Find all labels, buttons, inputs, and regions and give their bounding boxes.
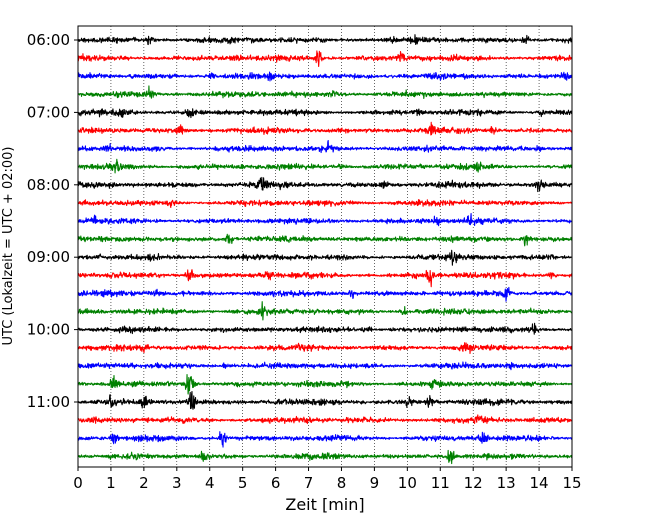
trace-1030 bbox=[77, 361, 573, 371]
trace-0730 bbox=[77, 140, 573, 154]
trace-0830 bbox=[77, 213, 573, 227]
trace-0845 bbox=[77, 233, 573, 247]
trace-0800 bbox=[77, 176, 573, 193]
x-tick-label: 10 bbox=[398, 474, 417, 492]
y-tick-label: 08:00 bbox=[27, 176, 70, 194]
trace-1100 bbox=[77, 391, 573, 410]
traces bbox=[77, 34, 573, 465]
x-tick-label: 4 bbox=[205, 474, 215, 492]
trace-0645 bbox=[77, 85, 573, 99]
trace-0900 bbox=[77, 249, 573, 266]
x-tick-label: 1 bbox=[106, 474, 116, 492]
x-tick-label: 6 bbox=[271, 474, 281, 492]
trace-0700 bbox=[77, 108, 573, 119]
x-tick-label: 3 bbox=[172, 474, 182, 492]
x-tick-label: 7 bbox=[304, 474, 314, 492]
x-tick-label: 11 bbox=[431, 474, 450, 492]
y-tick-label: 07:00 bbox=[27, 103, 70, 121]
trace-1115 bbox=[77, 414, 573, 425]
x-tick-label: 15 bbox=[562, 474, 581, 492]
y-tick-label: 09:00 bbox=[27, 248, 70, 266]
x-tick-label: 14 bbox=[530, 474, 549, 492]
trace-0815 bbox=[77, 199, 573, 209]
trace-1145 bbox=[77, 449, 573, 465]
x-tick-label: 9 bbox=[370, 474, 380, 492]
x-tick-label: 12 bbox=[464, 474, 483, 492]
trace-0630 bbox=[77, 71, 573, 82]
trace-0745 bbox=[77, 158, 573, 174]
trace-0715 bbox=[77, 121, 573, 136]
x-axis-ticks: 0 1 2 3 4 5 6 7 8 9 10 11 12 13 14 15 bbox=[73, 467, 582, 492]
trace-0945 bbox=[77, 301, 573, 321]
trace-1000 bbox=[77, 322, 573, 335]
y-tick-label: 10:00 bbox=[27, 321, 70, 339]
trace-0915 bbox=[77, 269, 573, 288]
plot-frame bbox=[77, 25, 573, 468]
x-tick-label: 5 bbox=[238, 474, 248, 492]
x-tick-label: 0 bbox=[73, 474, 83, 492]
y-tick-label: 06:00 bbox=[27, 31, 70, 49]
trace-1130 bbox=[77, 431, 573, 448]
trace-0615 bbox=[77, 50, 573, 67]
trace-1045 bbox=[77, 374, 573, 395]
trace-0600 bbox=[77, 34, 573, 46]
x-tick-label: 8 bbox=[337, 474, 347, 492]
plot-area bbox=[78, 26, 572, 467]
y-axis-label: UTC (Lokalzeit = UTC + 02:00) bbox=[1, 147, 16, 346]
x-tick-label: 2 bbox=[139, 474, 149, 492]
y-axis-ticks: 06:00 07:00 08:00 09:00 10:00 11:00 bbox=[27, 31, 78, 411]
x-tick-label: 13 bbox=[497, 474, 516, 492]
y-tick-label: 11:00 bbox=[27, 393, 70, 411]
trace-0930 bbox=[77, 286, 573, 302]
x-axis-label: Zeit [min] bbox=[285, 495, 364, 514]
trace-1015 bbox=[77, 342, 573, 354]
